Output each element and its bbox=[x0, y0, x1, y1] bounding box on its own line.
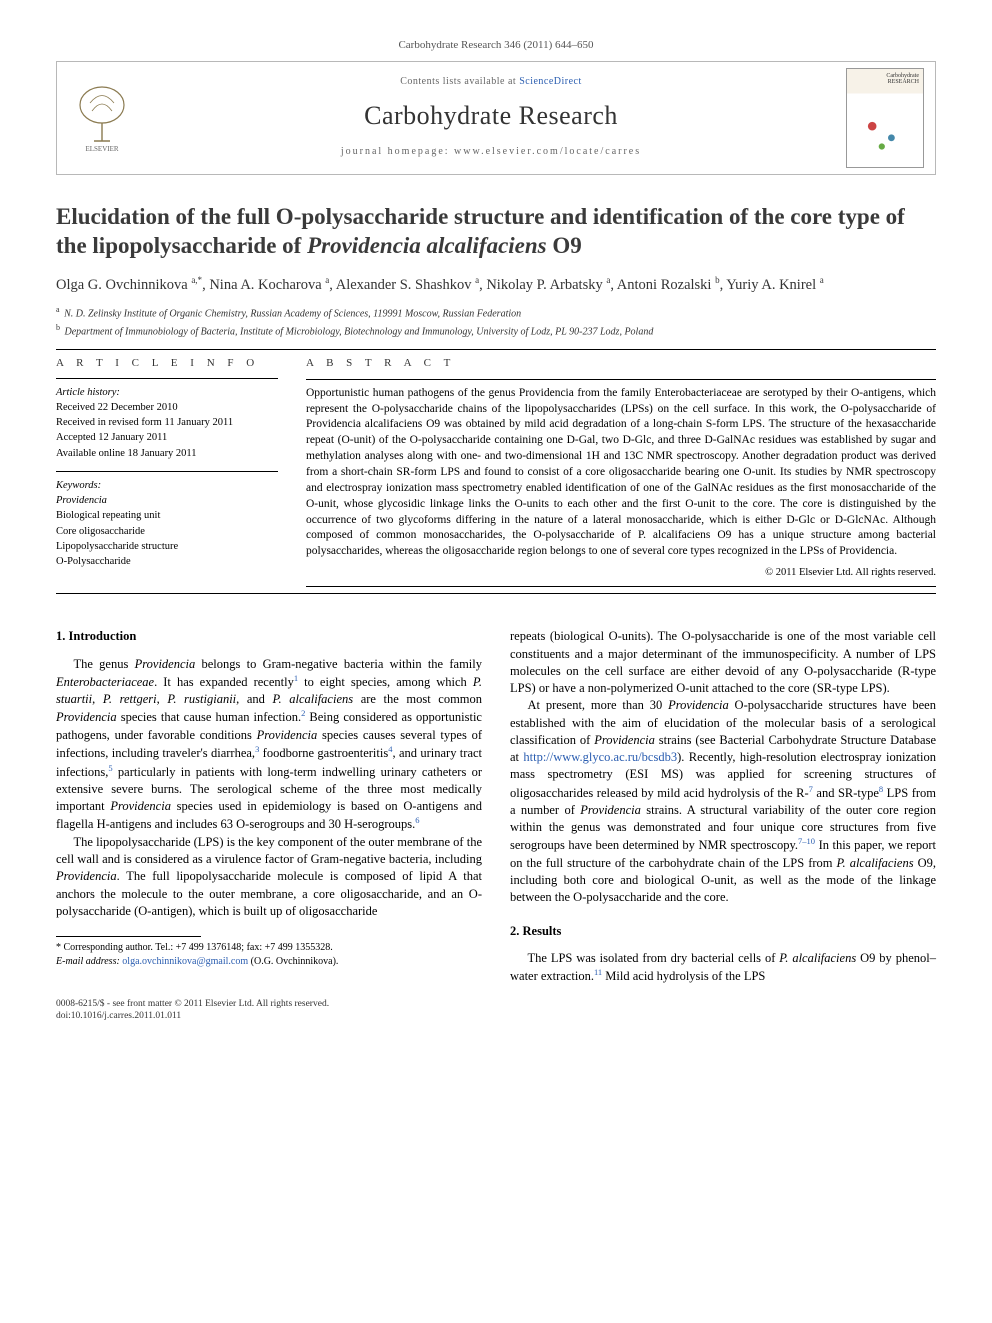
keyword-item: Biological repeating unit bbox=[56, 508, 278, 523]
body-two-columns: 1. Introduction The genus Providencia be… bbox=[56, 628, 936, 985]
info-rule bbox=[56, 471, 278, 472]
intro-paragraph-1: The genus Providencia belongs to Gram-ne… bbox=[56, 656, 482, 834]
keyword-item: Core oligosaccharide bbox=[56, 524, 278, 539]
publisher-logo-cell: ELSEVIER bbox=[57, 62, 147, 174]
abstract-copyright: © 2011 Elsevier Ltd. All rights reserved… bbox=[306, 566, 936, 580]
elsevier-tree-icon: ELSEVIER bbox=[72, 83, 132, 153]
history-item: Accepted 12 January 2011 bbox=[56, 430, 278, 445]
journal-name: Carbohydrate Research bbox=[147, 98, 835, 133]
history-lines: Received 22 December 2010Received in rev… bbox=[56, 400, 278, 461]
page-root: Carbohydrate Research 346 (2011) 644–650… bbox=[0, 0, 992, 1063]
section-heading-intro: 1. Introduction bbox=[56, 628, 482, 645]
col2-paragraph-1: repeats (biological O-units). The O-poly… bbox=[510, 628, 936, 697]
journal-homepage: journal homepage: www.elsevier.com/locat… bbox=[147, 145, 835, 159]
keywords-label: Keywords: bbox=[56, 478, 278, 493]
citation-line: Carbohydrate Research 346 (2011) 644–650 bbox=[56, 38, 936, 53]
affiliation-line: a N. D. Zelinsky Institute of Organic Ch… bbox=[56, 304, 936, 321]
keyword-item: Lipopolysaccharide structure bbox=[56, 539, 278, 554]
abstract-rule bbox=[306, 379, 936, 380]
section-heading-results: 2. Results bbox=[510, 923, 936, 940]
keyword-item: O-Polysaccharide bbox=[56, 554, 278, 569]
abstract-heading: A B S T R A C T bbox=[306, 356, 936, 371]
history-item: Received 22 December 2010 bbox=[56, 400, 278, 415]
journal-header: ELSEVIER Contents lists available at Sci… bbox=[56, 61, 936, 175]
title-italic: Providencia alcalifaciens bbox=[307, 233, 547, 258]
bcsdb-link[interactable]: http://www.glyco.ac.ru/bcsdb3 bbox=[523, 750, 677, 764]
svg-text:ELSEVIER: ELSEVIER bbox=[85, 145, 118, 153]
header-center: Contents lists available at ScienceDirec… bbox=[147, 62, 835, 174]
sciencedirect-link[interactable]: ScienceDirect bbox=[519, 76, 582, 87]
lists-available-line: Contents lists available at ScienceDirec… bbox=[147, 75, 835, 89]
results-paragraph-1: The LPS was isolated from dry bacterial … bbox=[510, 950, 936, 986]
history-item: Available online 18 January 2011 bbox=[56, 446, 278, 461]
email-label: E-mail address: bbox=[56, 956, 122, 967]
keyword-lines: ProvidenciaBiological repeating unitCore… bbox=[56, 493, 278, 569]
abstract-column: A B S T R A C T Opportunistic human path… bbox=[306, 356, 936, 593]
lists-prefix: Contents lists available at bbox=[400, 76, 519, 87]
title-post: O9 bbox=[547, 233, 582, 258]
cover-art-icon bbox=[853, 103, 917, 161]
history-item: Received in revised form 11 January 2011 bbox=[56, 415, 278, 430]
article-title: Elucidation of the full O-polysaccharide… bbox=[56, 203, 936, 261]
horizontal-rule bbox=[56, 593, 936, 594]
col2-paragraph-2: At present, more than 30 Providencia O-p… bbox=[510, 697, 936, 906]
intro-paragraph-2: The lipopolysaccharide (LPS) is the key … bbox=[56, 834, 482, 920]
corresponding-footnote: * Corresponding author. Tel.: +7 499 137… bbox=[56, 936, 482, 968]
article-info-heading: A R T I C L E I N F O bbox=[56, 356, 278, 372]
cover-label: Carbohydrate RESEARCH bbox=[886, 73, 919, 85]
journal-cover-thumbnail: Carbohydrate RESEARCH bbox=[846, 68, 924, 168]
corr-email-line: E-mail address: olga.ovchinnikova@gmail.… bbox=[56, 955, 482, 969]
issn-line: 0008-6215/$ - see front matter © 2011 El… bbox=[56, 998, 936, 1011]
cover-thumb-cell: Carbohydrate RESEARCH bbox=[835, 62, 935, 174]
affiliation-line: b Department of Immunobiology of Bacteri… bbox=[56, 322, 936, 339]
horizontal-rule bbox=[56, 349, 936, 350]
corr-author-line: * Corresponding author. Tel.: +7 499 137… bbox=[56, 941, 482, 955]
abstract-text: Opportunistic human pathogens of the gen… bbox=[306, 386, 936, 560]
abstract-bottom-rule bbox=[306, 586, 936, 587]
corr-email-link[interactable]: olga.ovchinnikova@gmail.com bbox=[122, 956, 248, 967]
history-label: Article history: bbox=[56, 385, 278, 400]
doi-line: doi:10.1016/j.carres.2011.01.011 bbox=[56, 1010, 936, 1023]
front-matter-line: 0008-6215/$ - see front matter © 2011 El… bbox=[56, 998, 936, 1024]
article-info-column: A R T I C L E I N F O Article history: R… bbox=[56, 356, 278, 593]
info-abstract-row: A R T I C L E I N F O Article history: R… bbox=[56, 356, 936, 593]
author-list: Olga G. Ovchinnikova a,*, Nina A. Kochar… bbox=[56, 274, 936, 296]
affiliations: a N. D. Zelinsky Institute of Organic Ch… bbox=[56, 304, 936, 339]
keyword-item: Providencia bbox=[56, 493, 278, 508]
email-tail: (O.G. Ovchinnikova). bbox=[248, 956, 338, 967]
footnote-rule bbox=[56, 936, 201, 937]
info-rule bbox=[56, 378, 278, 379]
